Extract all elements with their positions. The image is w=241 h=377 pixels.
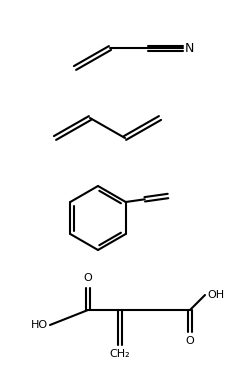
Text: HO: HO (31, 320, 48, 330)
Text: N: N (185, 41, 194, 55)
Text: CH₂: CH₂ (110, 349, 130, 359)
Text: O: O (186, 336, 194, 346)
Text: O: O (84, 273, 92, 283)
Text: OH: OH (207, 290, 224, 300)
